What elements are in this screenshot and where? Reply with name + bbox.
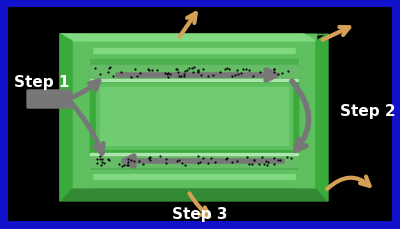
Bar [96, 84, 292, 149]
Bar [72, 174, 316, 179]
Polygon shape [316, 35, 328, 201]
Bar [90, 66, 298, 80]
Polygon shape [60, 35, 72, 201]
Bar [90, 165, 298, 169]
Bar [72, 42, 316, 62]
Bar [90, 80, 298, 82]
Polygon shape [60, 187, 328, 201]
Bar [90, 153, 298, 155]
Text: Step 2: Step 2 [340, 104, 396, 119]
FancyBboxPatch shape [27, 91, 71, 109]
Bar [90, 153, 298, 167]
Text: Step 3: Step 3 [172, 207, 228, 221]
Polygon shape [60, 35, 72, 201]
Bar [72, 49, 316, 54]
FancyArrowPatch shape [292, 82, 309, 150]
Bar [72, 35, 92, 187]
Bar [296, 35, 316, 187]
Bar [100, 88, 288, 145]
Polygon shape [60, 35, 316, 42]
Bar [90, 61, 298, 65]
Text: Step 1: Step 1 [14, 74, 70, 89]
Bar [72, 35, 316, 187]
Bar [90, 80, 298, 153]
Bar [72, 167, 316, 187]
Bar [90, 60, 298, 169]
